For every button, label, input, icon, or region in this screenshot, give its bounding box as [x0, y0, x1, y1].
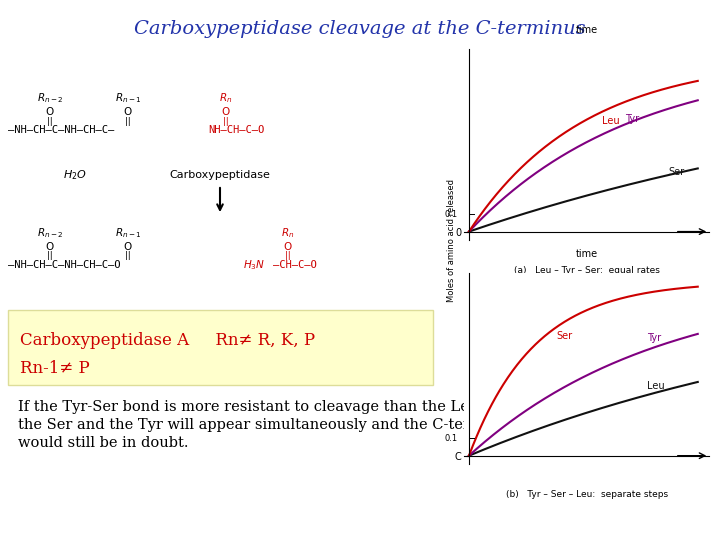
Text: Leu: Leu: [647, 381, 665, 391]
Text: time: time: [576, 249, 598, 259]
Text: $R_{n-2}$: $R_{n-2}$: [37, 91, 63, 105]
Text: ||: ||: [125, 117, 131, 125]
Text: ||: ||: [285, 252, 291, 260]
Text: Tyr: Tyr: [624, 114, 639, 124]
Text: Tyr: Tyr: [647, 333, 662, 343]
Text: $R_n$: $R_n$: [282, 226, 294, 240]
Text: time: time: [576, 25, 598, 35]
Text: $R_{n-1}$: $R_{n-1}$: [114, 226, 141, 240]
Text: $H_2O$: $H_2O$: [63, 168, 87, 182]
Text: O: O: [222, 107, 230, 117]
Text: O: O: [124, 242, 132, 252]
Text: O: O: [284, 242, 292, 252]
FancyBboxPatch shape: [8, 310, 433, 385]
Text: —CH—C—O: —CH—C—O: [273, 260, 317, 270]
Text: Ser: Ser: [668, 167, 684, 178]
Text: $R_{n-2}$: $R_{n-2}$: [37, 226, 63, 240]
Text: Rn-1≠ P: Rn-1≠ P: [20, 360, 90, 377]
Text: (a)   Leu – Tyr – Ser:  equal rates: (a) Leu – Tyr – Ser: equal rates: [514, 266, 660, 275]
Text: (b)   Tyr – Ser – Leu:  separate steps: (b) Tyr – Ser – Leu: separate steps: [505, 490, 668, 499]
Text: Leu: Leu: [602, 116, 619, 126]
Text: would still be in doubt.: would still be in doubt.: [18, 436, 189, 450]
Text: ||: ||: [47, 117, 53, 125]
Text: NH—CH—C—O: NH—CH—C—O: [208, 125, 264, 135]
Text: the Ser and the Tyr will appear simultaneously and the C-terminus: the Ser and the Tyr will appear simultan…: [18, 418, 515, 432]
Text: 0.1: 0.1: [444, 434, 457, 443]
Text: 0.1: 0.1: [444, 210, 457, 219]
Text: ||: ||: [47, 252, 53, 260]
Text: O: O: [46, 242, 54, 252]
Text: Carboxypeptidase A     Rn≠ R, K, P: Carboxypeptidase A Rn≠ R, K, P: [20, 332, 315, 349]
Text: $R_n$: $R_n$: [220, 91, 233, 105]
Text: O: O: [46, 107, 54, 117]
Text: $R_{n-1}$: $R_{n-1}$: [114, 91, 141, 105]
Text: ||: ||: [125, 252, 131, 260]
Text: Ser: Ser: [556, 331, 572, 341]
Text: If the Tyr-Ser bond is more resistant to cleavage than the Leu-Tyr,: If the Tyr-Ser bond is more resistant to…: [18, 400, 511, 414]
Text: —NH—CH—C—NH—CH—C—: —NH—CH—C—NH—CH—C—: [8, 125, 114, 135]
Text: Carboxypeptidase: Carboxypeptidase: [170, 170, 271, 180]
Text: O: O: [124, 107, 132, 117]
Text: ||: ||: [223, 117, 229, 125]
Text: $H_3N$: $H_3N$: [243, 258, 265, 272]
Text: —NH—CH—C—NH—CH—C—O: —NH—CH—C—NH—CH—C—O: [8, 260, 120, 270]
Text: Moles of amino acid released: Moles of amino acid released: [448, 179, 456, 301]
Text: Carboxypeptidase cleavage at the C-terminus: Carboxypeptidase cleavage at the C-termi…: [134, 20, 586, 38]
